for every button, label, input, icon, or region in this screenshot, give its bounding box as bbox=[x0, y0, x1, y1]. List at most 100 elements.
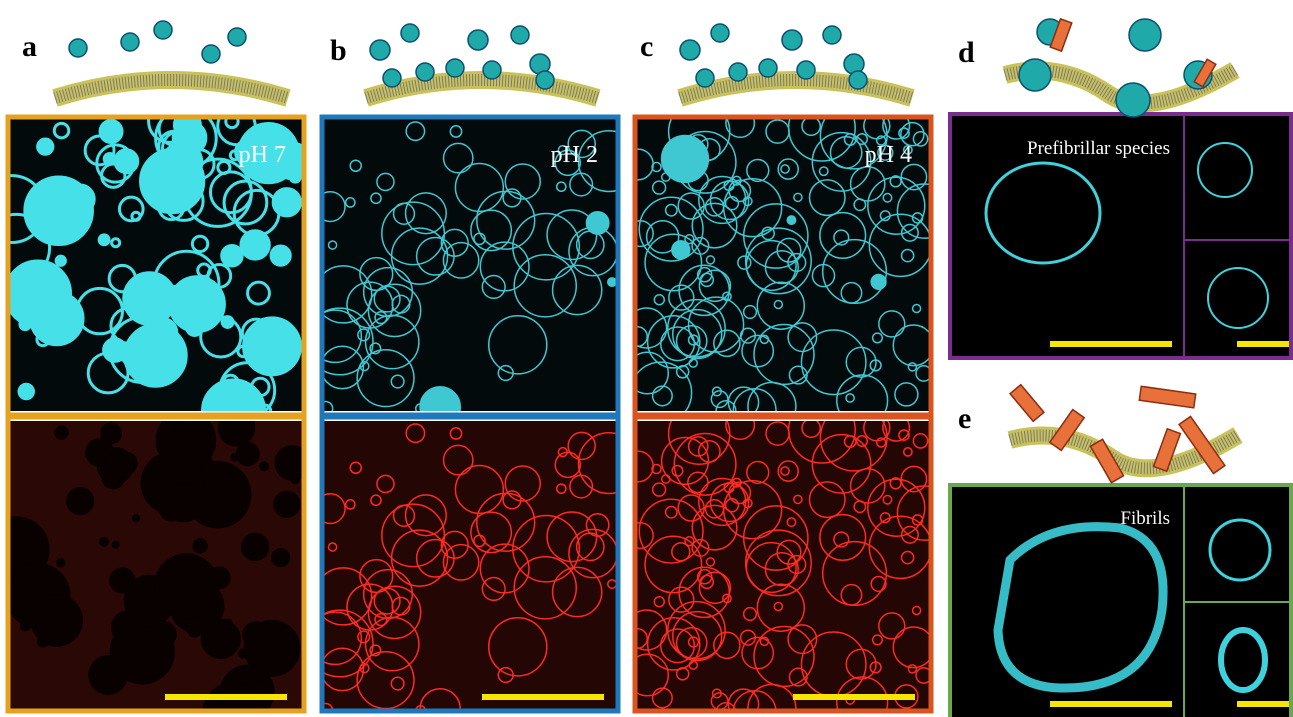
vesicle bbox=[675, 364, 690, 379]
vesicle bbox=[324, 309, 363, 364]
vesicle bbox=[902, 446, 913, 457]
vesicle bbox=[157, 129, 192, 164]
vesicle bbox=[882, 494, 893, 505]
vesicle bbox=[745, 541, 797, 594]
vesicle bbox=[684, 536, 695, 547]
vesicle bbox=[776, 237, 802, 263]
vesicle bbox=[727, 688, 760, 709]
vesicle bbox=[863, 119, 891, 140]
vesicle bbox=[232, 188, 281, 237]
vesicle bbox=[56, 558, 66, 568]
vesicle bbox=[512, 514, 581, 583]
vesicle bbox=[324, 191, 346, 223]
vesicle bbox=[687, 296, 745, 353]
vesicle bbox=[344, 197, 356, 208]
vesicle bbox=[237, 121, 300, 185]
vesicle bbox=[66, 487, 95, 516]
vesicle bbox=[742, 304, 758, 320]
vesicle bbox=[117, 195, 145, 223]
vesicle bbox=[894, 382, 919, 407]
vesicle bbox=[687, 436, 709, 457]
vesicle bbox=[196, 262, 212, 279]
vesicle bbox=[868, 213, 929, 278]
vesicle bbox=[404, 494, 447, 537]
vesicle bbox=[737, 255, 752, 270]
vesicle bbox=[239, 229, 271, 261]
vesicle bbox=[147, 119, 193, 144]
vesicle bbox=[164, 483, 204, 523]
vesicle bbox=[659, 628, 696, 664]
vesicle bbox=[405, 121, 426, 142]
vesicle bbox=[801, 119, 822, 137]
vesicle bbox=[756, 281, 806, 330]
vesicle bbox=[800, 329, 867, 396]
vesicle bbox=[288, 170, 302, 184]
vesicle bbox=[898, 127, 910, 140]
vesicle bbox=[324, 345, 365, 390]
scale-bars bbox=[165, 341, 1289, 707]
vesicle bbox=[357, 328, 371, 342]
vesicle bbox=[405, 423, 426, 444]
vesicle bbox=[787, 624, 818, 655]
vesicle bbox=[664, 505, 678, 519]
vesicle bbox=[224, 119, 240, 130]
vesicle bbox=[577, 432, 616, 495]
vesicle bbox=[691, 202, 738, 249]
vesicle bbox=[370, 192, 382, 205]
vesicle bbox=[677, 192, 705, 220]
vesicle bbox=[875, 437, 887, 448]
vesicle bbox=[557, 144, 569, 156]
vesicle bbox=[440, 228, 469, 257]
vesicle bbox=[808, 481, 846, 519]
vesicle bbox=[892, 626, 929, 669]
vesicle bbox=[728, 179, 752, 203]
vesicle bbox=[104, 455, 116, 467]
vesicle bbox=[131, 514, 141, 523]
vesicle bbox=[567, 129, 596, 159]
vesicle bbox=[473, 534, 486, 548]
vesicle bbox=[819, 513, 867, 562]
vesicle bbox=[324, 702, 334, 709]
vesicle bbox=[892, 324, 929, 367]
vesicle bbox=[667, 119, 731, 163]
vesicle bbox=[220, 315, 235, 329]
vesicle bbox=[415, 403, 427, 411]
vesicle bbox=[746, 460, 770, 485]
vesicle bbox=[819, 119, 888, 170]
vesicle bbox=[651, 385, 673, 407]
vesicle bbox=[819, 211, 867, 260]
vesicle bbox=[808, 179, 846, 217]
vesicle bbox=[836, 676, 889, 709]
vesicle bbox=[638, 196, 704, 262]
vesicle bbox=[369, 644, 382, 657]
panel-caption: pH 7 bbox=[239, 142, 286, 168]
cartoons bbox=[52, 17, 1243, 484]
vesicle bbox=[811, 433, 872, 494]
panel-caption: Prefibrillar species bbox=[1027, 138, 1170, 159]
vesicle bbox=[684, 234, 695, 245]
vesicle bbox=[100, 422, 123, 445]
vesicle bbox=[687, 636, 700, 648]
vesicle bbox=[324, 611, 363, 666]
vesicle bbox=[871, 332, 884, 344]
vesicle bbox=[220, 243, 244, 268]
vesicle bbox=[376, 172, 395, 192]
vesicle bbox=[157, 119, 195, 148]
vesicle bbox=[761, 226, 776, 241]
vesicle bbox=[664, 203, 678, 217]
vesicle bbox=[569, 172, 594, 197]
vesicle bbox=[324, 567, 373, 626]
vesicle bbox=[111, 540, 120, 549]
vesicle-group bbox=[324, 121, 616, 411]
vesicle bbox=[419, 386, 462, 411]
vesicle bbox=[568, 528, 616, 579]
vesicle bbox=[780, 164, 790, 174]
vesicle bbox=[359, 360, 370, 372]
vesicle bbox=[786, 215, 797, 226]
vesicle bbox=[122, 271, 177, 326]
vesicle bbox=[870, 575, 887, 593]
vesicle bbox=[100, 162, 127, 189]
vesicle bbox=[349, 461, 363, 475]
vesicle bbox=[404, 192, 447, 235]
